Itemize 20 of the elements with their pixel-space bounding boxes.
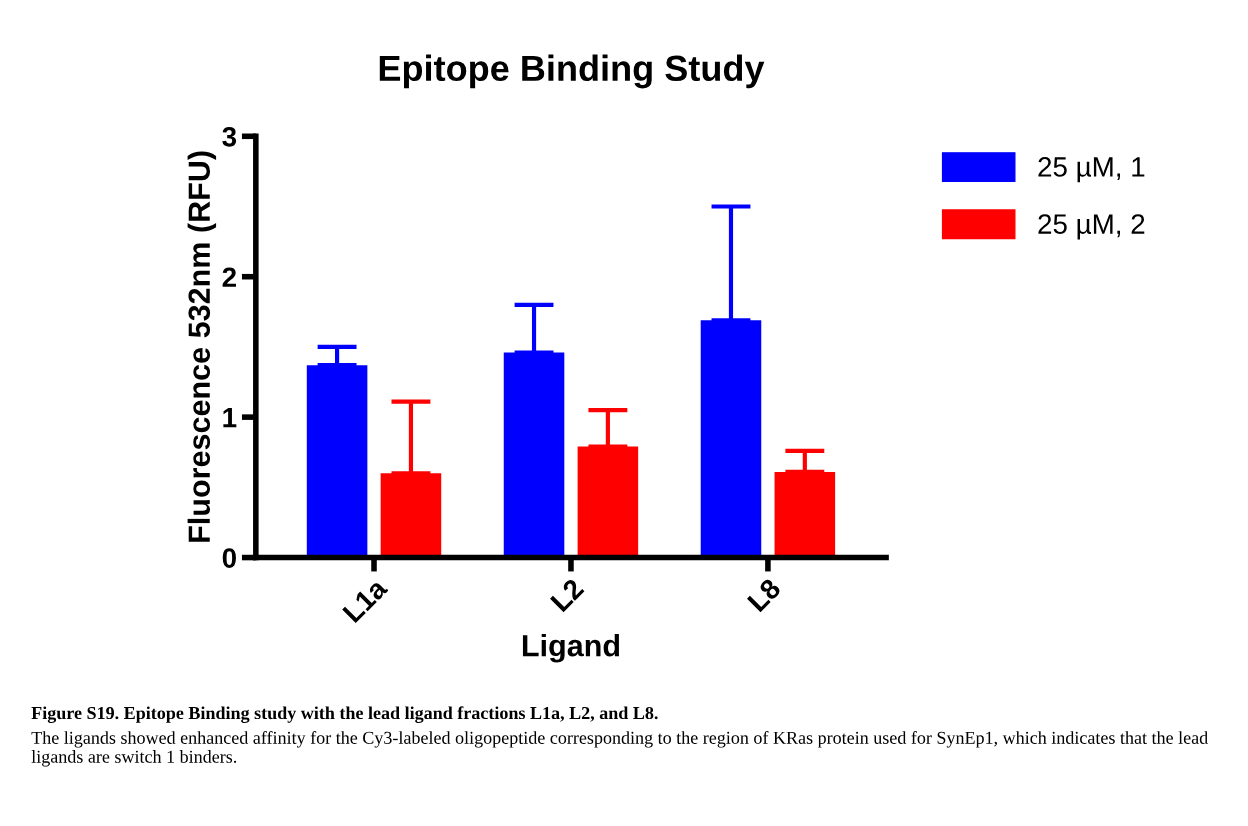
y-tick-label: 3 (222, 126, 237, 147)
y-tick-label: 2 (222, 267, 236, 287)
x-tick-label: L1a (342, 576, 389, 624)
text: The ligands showed enhanced affinity for the Cy3-labeled oligopeptide corresponding to the region of KRas protein used for SynEp1, which indicates that the lead ligands are switch 1 binders. (31, 731, 1208, 767)
bar (700, 320, 762, 558)
caption: Figure S19. Epitope Binding study with the lead ligand fractions L1a, L2, and L8. (31, 706, 658, 723)
legend-label: 25 µM, 1 (1038, 157, 1145, 183)
y-axis-title: Fluorescence 532nm (RFU) (187, 151, 217, 542)
bar (380, 473, 442, 558)
chart-title: Epitope Binding Study (379, 54, 765, 89)
bar (577, 446, 639, 558)
x-axis-title: Ligand (522, 634, 620, 663)
x-tick-label: L2 (549, 577, 585, 613)
y-tick-label: 0 (222, 548, 236, 568)
bar (503, 352, 565, 558)
bar (774, 471, 836, 558)
x-tick-label: L8 (746, 577, 782, 613)
bar (306, 365, 368, 558)
y-tick-label: 1 (223, 408, 237, 428)
legend-label: 25 µM, 2 (1038, 214, 1145, 240)
